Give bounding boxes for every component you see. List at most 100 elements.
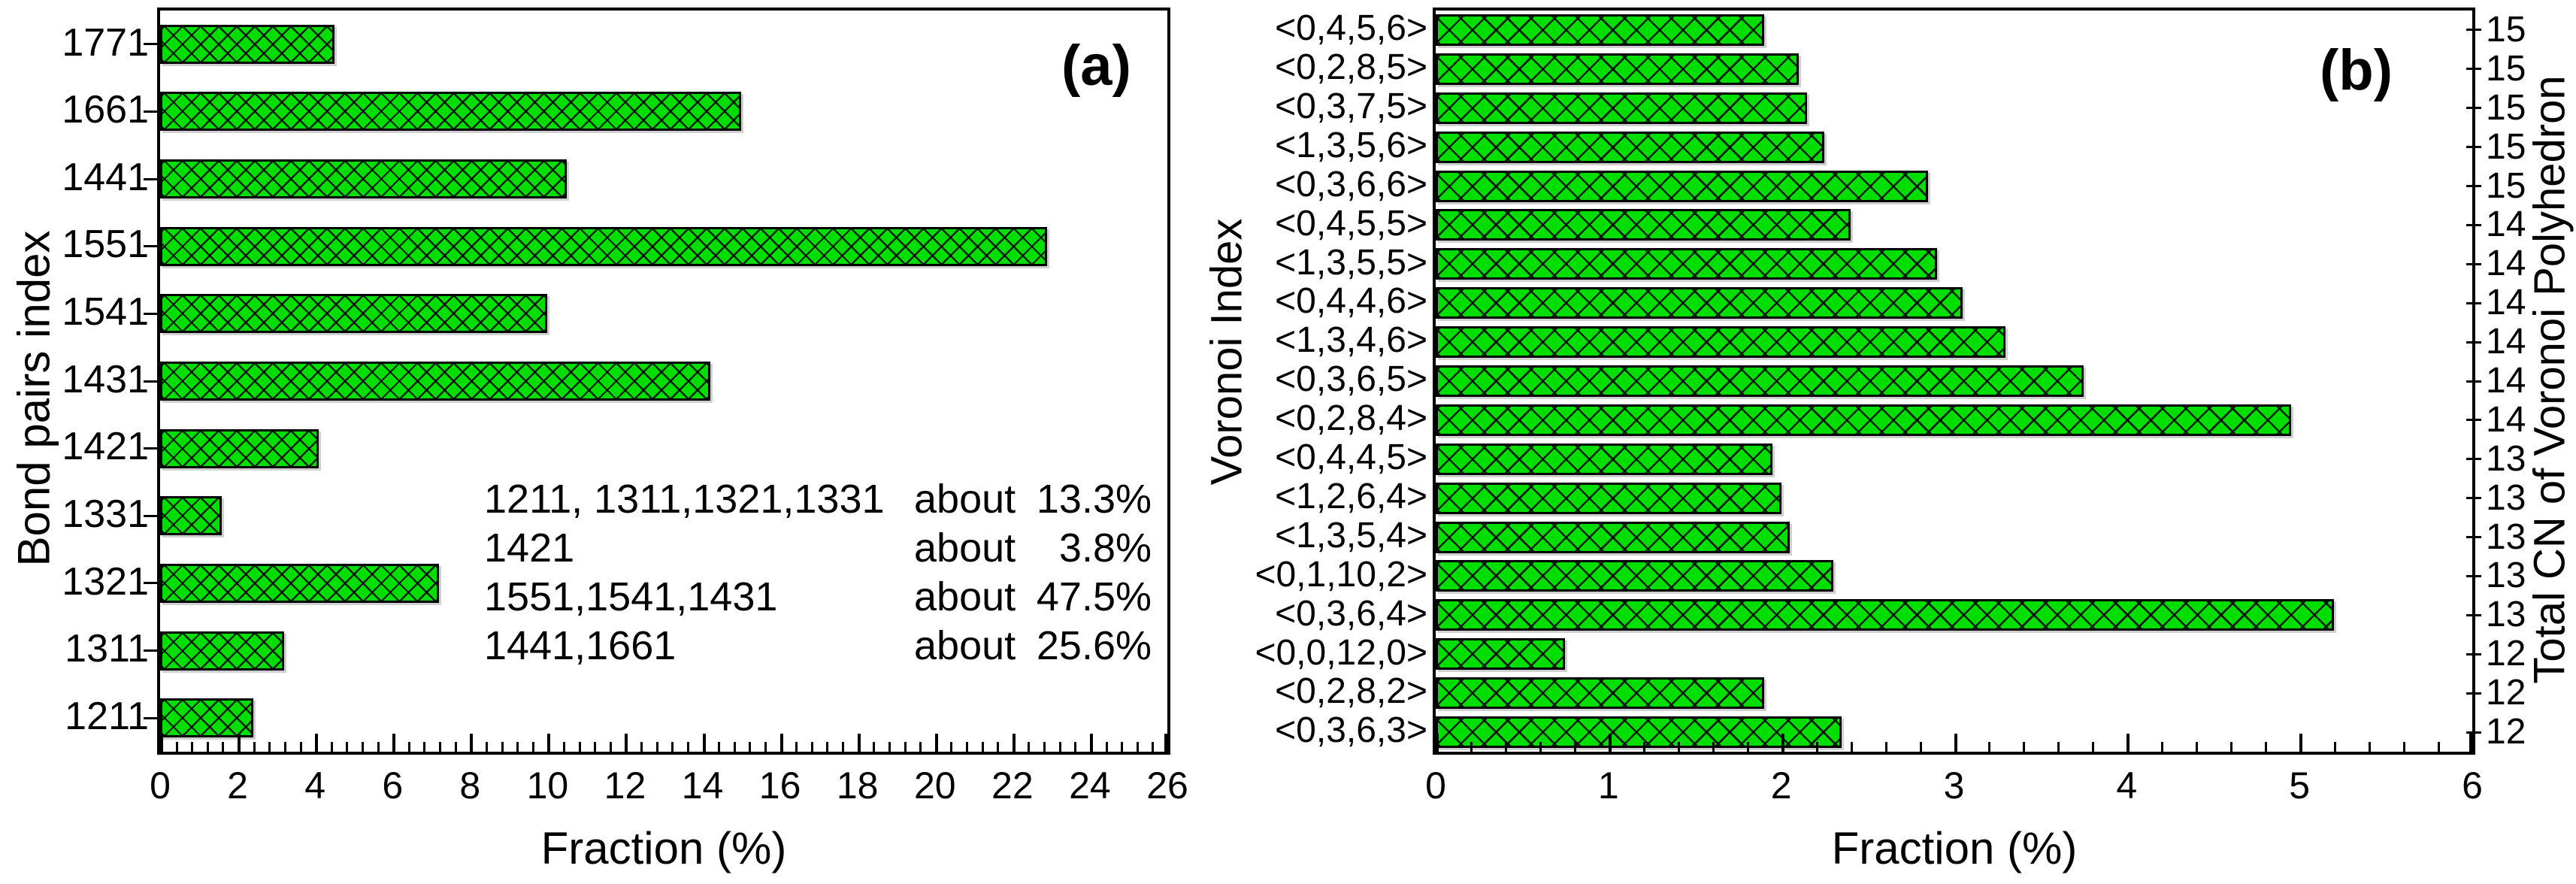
right-cn-label: 15 xyxy=(2486,165,2526,206)
x-axis-minor-tick xyxy=(2196,742,2199,752)
category-label: <0,3,6,4> xyxy=(1275,593,1427,634)
x-axis-minor-tick xyxy=(299,742,302,752)
x-tick-label: 2 xyxy=(227,764,248,807)
x-axis-major-tick xyxy=(1012,734,1016,752)
right-axis-tick xyxy=(2466,262,2481,265)
annotation-bond-indices: 1211, 1311,1321,1331 xyxy=(484,477,885,522)
right-axis-tick xyxy=(2466,458,2481,461)
x-axis-minor-tick xyxy=(733,742,736,752)
bar-<1,2,6,4> xyxy=(1436,482,1781,514)
x-axis-minor-tick xyxy=(578,742,581,752)
x-axis-minor-tick xyxy=(268,742,271,752)
right-axis-tick xyxy=(2466,301,2481,304)
panel-b-plot-area xyxy=(1433,8,2475,755)
x-axis-minor-tick xyxy=(485,742,488,752)
panel-a-plot-area xyxy=(157,8,1170,755)
bar-1771 xyxy=(160,24,334,64)
x-axis-minor-tick xyxy=(2265,742,2268,752)
category-label: <0,3,6,3> xyxy=(1275,710,1427,751)
bar-<0,4,5,6> xyxy=(1436,14,1764,46)
y-axis-tick xyxy=(144,43,157,46)
x-tick-label: 6 xyxy=(2462,764,2483,807)
annotation-percent-value: 3.8% xyxy=(1058,525,1152,571)
y-axis-tick xyxy=(144,110,157,113)
x-axis-minor-tick xyxy=(206,742,209,752)
x-axis-minor-tick xyxy=(2438,742,2441,752)
x-axis-minor-tick xyxy=(1815,742,1818,752)
x-axis-minor-tick xyxy=(671,742,674,752)
annotation-about-word: about xyxy=(914,477,1016,522)
bar-<0,2,8,4> xyxy=(1436,404,2291,436)
bar-<0,4,4,5> xyxy=(1436,443,1772,475)
x-axis-minor-tick xyxy=(888,742,891,752)
x-axis-minor-tick xyxy=(516,742,519,752)
category-label: <1,2,6,4> xyxy=(1275,476,1427,516)
x-axis-major-tick xyxy=(1436,734,1439,752)
bar-1661 xyxy=(160,92,741,132)
x-axis-major-tick xyxy=(238,734,241,752)
x-axis-minor-tick xyxy=(1988,742,1991,752)
bar-<0,4,5,5> xyxy=(1436,209,1851,241)
x-axis-minor-tick xyxy=(1677,742,1680,752)
right-cn-label: 13 xyxy=(2486,516,2526,557)
x-axis-minor-tick xyxy=(2230,742,2233,752)
x-axis-minor-tick xyxy=(346,742,349,752)
right-cn-label: 15 xyxy=(2486,87,2526,128)
x-axis-major-tick xyxy=(1954,734,1957,752)
category-label: <0,4,4,6> xyxy=(1275,281,1427,322)
category-label: 1421 xyxy=(62,425,149,469)
x-tick-label: 5 xyxy=(2289,764,2311,807)
right-cn-label: 13 xyxy=(2486,556,2526,596)
category-label: <0,2,8,4> xyxy=(1275,398,1427,439)
annotation-row: 1421 about 3.8% xyxy=(484,525,1161,573)
category-label: <1,3,5,6> xyxy=(1275,125,1427,165)
right-axis-tick xyxy=(2466,574,2481,577)
x-tick-label: 4 xyxy=(2116,764,2138,807)
x-tick-label: 26 xyxy=(1146,764,1188,807)
bar-<0,3,6,4> xyxy=(1436,599,2334,631)
x-axis-minor-tick xyxy=(1043,742,1046,752)
category-label: <0,1,10,2> xyxy=(1255,554,1427,595)
x-axis-minor-tick xyxy=(175,742,178,752)
x-axis-major-tick xyxy=(857,734,861,752)
right-cn-label: 14 xyxy=(2486,322,2526,362)
annotation-percent-value: 47.5% xyxy=(1036,574,1152,619)
category-label: 1551 xyxy=(62,223,149,267)
x-axis-major-tick xyxy=(625,734,628,752)
x-axis-minor-tick xyxy=(407,742,410,752)
right-axis-tick xyxy=(2466,146,2481,149)
x-axis-minor-tick xyxy=(2161,742,2164,752)
x-axis-minor-tick xyxy=(454,742,457,752)
x-axis-major-tick xyxy=(1164,734,1167,752)
right-axis-tick xyxy=(2466,497,2481,500)
right-cn-label: 13 xyxy=(2486,438,2526,479)
x-axis-minor-tick xyxy=(1074,742,1077,752)
x-axis-minor-tick xyxy=(1504,742,1507,752)
right-axis-tick xyxy=(2466,731,2481,734)
x-axis-minor-tick xyxy=(330,742,333,752)
x-axis-minor-tick xyxy=(377,742,380,752)
x-axis-minor-tick xyxy=(904,742,907,752)
bar-<0,3,6,5> xyxy=(1436,365,2084,397)
bar-1311 xyxy=(160,631,284,671)
category-label: <0,3,7,5> xyxy=(1275,86,1427,126)
bar-1541 xyxy=(160,294,547,334)
x-tick-label: 14 xyxy=(681,764,724,807)
right-cn-label: 15 xyxy=(2486,126,2526,167)
x-tick-label: 0 xyxy=(150,764,171,807)
bar-<1,3,5,5> xyxy=(1436,248,1937,280)
bar-<1,3,4,6> xyxy=(1436,326,2005,359)
right-cn-label: 12 xyxy=(2486,712,2526,752)
annotation-about-word: about xyxy=(914,574,1016,619)
x-axis-minor-tick xyxy=(981,742,984,752)
category-label: 1541 xyxy=(62,290,149,335)
right-cn-label: 14 xyxy=(2486,399,2526,440)
x-axis-minor-tick xyxy=(1850,742,1853,752)
y-axis-tick xyxy=(144,582,157,585)
right-cn-label: 15 xyxy=(2486,48,2526,89)
annotation-bond-indices: 1551,1541,1431 xyxy=(484,574,778,619)
x-axis-major-tick xyxy=(1781,734,1784,752)
x-axis-minor-tick xyxy=(873,742,876,752)
category-label: 1211 xyxy=(65,694,149,738)
x-axis-major-tick xyxy=(2469,734,2472,752)
